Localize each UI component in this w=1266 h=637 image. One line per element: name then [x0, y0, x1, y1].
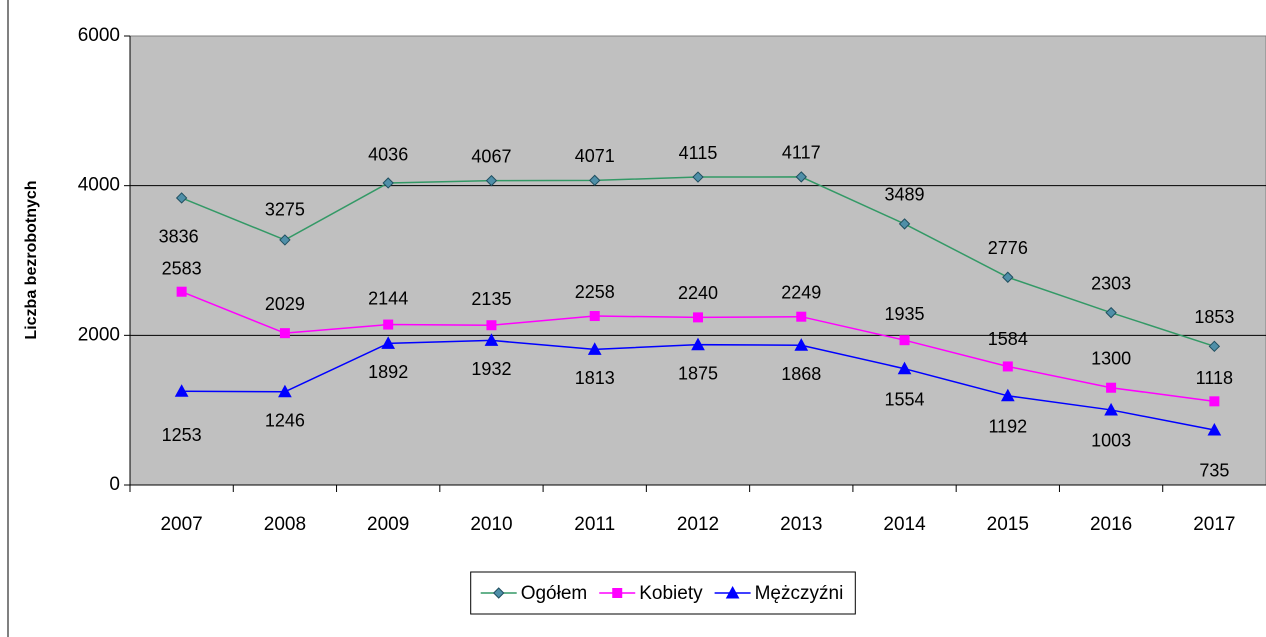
data-label: 4115 — [679, 143, 718, 163]
data-point — [381, 336, 396, 349]
data-point — [795, 171, 807, 183]
x-tick-label: 2011 — [574, 514, 615, 535]
data-point — [587, 342, 602, 355]
data-point — [794, 338, 809, 351]
x-tick-label: 2010 — [470, 514, 512, 535]
x-tick-label: 2012 — [677, 514, 719, 535]
data-point — [1002, 361, 1013, 372]
data-label: 2240 — [678, 283, 718, 303]
data-point — [897, 361, 912, 375]
y-tick-label: 0 — [109, 474, 120, 495]
legend-marker — [492, 587, 505, 599]
legend-marker — [725, 585, 740, 599]
y-tick-label: 2000 — [78, 324, 120, 345]
x-tick-label: 2015 — [987, 514, 1029, 535]
data-point — [383, 319, 394, 330]
data-label: 3836 — [159, 227, 199, 247]
data-label: 4071 — [575, 146, 615, 166]
data-point — [796, 311, 807, 322]
data-label: 2583 — [162, 258, 202, 278]
data-point — [899, 335, 910, 346]
data-point — [691, 337, 705, 351]
data-point — [692, 171, 704, 183]
data-point — [589, 174, 601, 187]
data-label: 2249 — [781, 282, 821, 302]
data-point — [1104, 402, 1118, 416]
data-point — [279, 328, 290, 339]
data-point — [1207, 422, 1222, 436]
data-label: 1932 — [471, 359, 511, 379]
data-point — [1106, 382, 1117, 393]
x-tick-label: 2009 — [367, 514, 409, 535]
data-point — [1000, 388, 1015, 402]
data-label: 2144 — [368, 288, 408, 308]
data-point — [693, 312, 703, 323]
data-point — [589, 311, 600, 322]
data-label: 1118 — [1196, 368, 1233, 388]
legend-label: Ogółem — [521, 583, 588, 604]
plot-area — [129, 35, 1266, 486]
data-label: 1192 — [988, 417, 1027, 437]
data-label: 3489 — [885, 185, 925, 205]
data-label: 2303 — [1091, 273, 1131, 293]
x-tick-label: 2017 — [1193, 514, 1235, 535]
x-tick-label: 2007 — [160, 514, 202, 535]
data-label: 2776 — [988, 238, 1028, 258]
data-point — [1002, 271, 1014, 283]
legend-label: Mężczyźni — [755, 583, 844, 604]
y-tick-label: 6000 — [78, 25, 120, 46]
x-tick-label: 2008 — [264, 514, 306, 535]
data-point — [898, 218, 911, 230]
data-label: 4117 — [782, 143, 821, 163]
data-label: 2029 — [265, 294, 305, 314]
data-label: 1853 — [1194, 307, 1234, 327]
x-tick-label: 2013 — [780, 514, 822, 535]
data-label: 4067 — [471, 146, 511, 166]
data-label: 1554 — [885, 389, 925, 409]
x-tick-label: 2016 — [1090, 514, 1132, 535]
legend-box — [470, 571, 856, 615]
data-point — [278, 384, 292, 398]
y-tick-label: 4000 — [78, 175, 120, 196]
data-point — [1209, 396, 1220, 407]
legend: Ogółem Kobiety Mężczyźni — [470, 571, 856, 615]
data-label: 4036 — [368, 145, 408, 165]
x-tick-label: 2014 — [883, 514, 926, 535]
data-label: 1813 — [575, 368, 615, 388]
data-label: 3275 — [265, 200, 305, 220]
data-point — [1105, 306, 1117, 319]
data-point — [1208, 340, 1221, 353]
data-label: 1935 — [885, 304, 925, 324]
data-point — [175, 192, 188, 204]
data-label: 1892 — [368, 362, 408, 382]
data-point — [486, 320, 497, 331]
data-label: 1868 — [781, 364, 821, 384]
data-point — [485, 174, 498, 187]
data-label: 1246 — [265, 411, 305, 431]
data-label: 1300 — [1091, 348, 1131, 368]
data-label: 1584 — [988, 329, 1028, 349]
data-point — [484, 333, 499, 346]
data-point — [279, 234, 291, 246]
data-label: 1875 — [678, 363, 718, 383]
data-point — [382, 177, 394, 189]
data-label: 1253 — [162, 425, 202, 445]
legend-marker — [612, 588, 623, 598]
data-label: 1003 — [1091, 431, 1131, 451]
data-point — [176, 286, 187, 297]
legend-label: Kobiety — [639, 583, 703, 604]
data-label: 2135 — [471, 289, 511, 309]
data-label: 2258 — [575, 282, 615, 302]
y-axis-label: Liczba bezrobotnych — [23, 180, 40, 339]
data-label: 735 — [1199, 461, 1229, 481]
data-point — [174, 384, 189, 397]
